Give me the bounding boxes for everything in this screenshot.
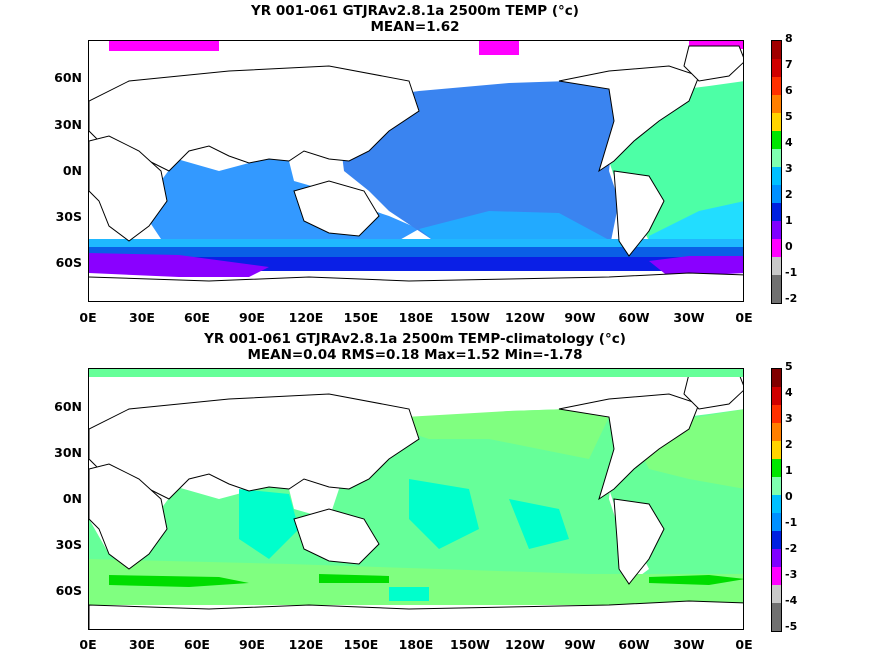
panel1-lon-label: 30E [129,310,155,325]
panel2-cbar-label: 1 [785,464,793,477]
colorbar-cell [772,495,781,513]
panel2-lon-label: 0E [79,637,97,652]
colorbar-cell [772,239,781,257]
panel1-lon-label: 150E [343,310,379,325]
colorbar-cell [772,59,781,77]
colorbar-cell [772,167,781,185]
colorbar-cell [772,549,781,567]
panel2-cbar-label: -4 [785,594,798,607]
panel2-lon-label: 180E [398,637,434,652]
colorbar-cell [772,203,781,221]
panel2-cbar-label: 2 [785,438,793,451]
panel1-lat-30s: 30S [55,209,82,224]
panel2-map [88,368,744,630]
colorbar-cell [772,77,781,95]
panel1-cbar-label: 0 [785,240,793,253]
colorbar-cell [772,441,781,459]
colorbar-cell [772,585,781,603]
panel2-lat-60s: 60S [55,583,82,598]
panel1-lon-label: 90W [564,310,596,325]
colorbar-cell [772,131,781,149]
colorbar-cell [772,95,781,113]
panel2-title-line1: YR 001-061 GTJRAv2.8.1a 2500m TEMP-clima… [204,331,626,347]
panel1-lat-30n: 30N [54,117,82,132]
colorbar-cell [772,459,781,477]
panel1-lon-label: 30W [673,310,705,325]
panel1-lon-label: 120E [288,310,324,325]
panel1-lon-label: 0E [79,310,97,325]
panel2-lat-30n: 30N [54,445,82,460]
colorbar-cell [772,113,781,131]
panel1-lon-label: 60W [618,310,650,325]
colorbar-cell [772,603,781,631]
panel1-map [88,40,744,302]
panel1-title-line1: YR 001-061 GTJRAv2.8.1a 2500m TEMP (°c) [251,3,579,19]
colorbar-cell [772,423,781,441]
panel2-lon-label: 0E [735,637,753,652]
panel2-lon-label: 150E [343,637,379,652]
colorbar-cell [772,221,781,239]
panel1-map-svg [89,41,743,301]
panel2-cbar-label: 5 [785,360,793,373]
panel1-cbar-label: 1 [785,214,793,227]
colorbar-cell [772,513,781,531]
panel2-cbar-label: -2 [785,542,798,555]
panel1-cbar-label: 5 [785,110,793,123]
panel1-lon-label: 180E [398,310,434,325]
panel2-lon-label: 60W [618,637,650,652]
panel1-lon-label: 0E [735,310,753,325]
panel2-cbar-label: -1 [785,516,798,529]
panel1-lat-60s: 60S [55,255,82,270]
panel1-cbar-label: 8 [785,32,793,45]
panel1-title: YR 001-061 GTJRAv2.8.1a 2500m TEMP (°c) … [0,3,830,35]
panel2-map-svg [89,369,743,629]
panel2-lon-label: 150W [450,637,490,652]
colorbar-cell [772,405,781,423]
panel1-lat-0n: 0N [62,163,82,178]
panel1-lon-label: 60E [184,310,210,325]
panel1-cbar-label: -1 [785,266,798,279]
colorbar-cell [772,387,781,405]
panel1-colorbar [771,40,782,304]
panel2-lat-60n: 60N [54,399,82,414]
panel2-colorbar [771,368,782,632]
colorbar-cell [772,149,781,167]
colorbar-cell [772,257,781,275]
panel2-lon-label: 120W [505,637,545,652]
panel2-cbar-label: 0 [785,490,793,503]
panel1-cbar-label: 3 [785,162,793,175]
colorbar-cell [772,567,781,585]
panel2-title-line2: MEAN=0.04 RMS=0.18 Max=1.52 Min=-1.78 [247,347,583,363]
panel2-cbar-label: -5 [785,620,798,633]
panel2-lon-label: 30W [673,637,705,652]
panel2-cbar-label: -3 [785,568,798,581]
panel2-lon-label: 90W [564,637,596,652]
panel1-cbar-label: 4 [785,136,793,149]
panel1-lon-label: 120W [505,310,545,325]
panel1-cbar-label: 2 [785,188,793,201]
panel1-title-line2: MEAN=1.62 [370,19,460,35]
panel1-cbar-label: 7 [785,58,793,71]
panel2-cbar-label: 3 [785,412,793,425]
panel2-lon-label: 60E [184,637,210,652]
panel2-lat-30s: 30S [55,537,82,552]
panel1-cbar-label: 6 [785,84,793,97]
panel2-lon-label: 120E [288,637,324,652]
panel2-lat-0n: 0N [62,491,82,506]
colorbar-cell [772,531,781,549]
panel1-lat-60n: 60N [54,70,82,85]
panel1-lon-label: 150W [450,310,490,325]
colorbar-cell [772,275,781,303]
colorbar-cell [772,477,781,495]
colorbar-cell [772,185,781,203]
colorbar-cell [772,369,781,387]
panel2-lon-label: 30E [129,637,155,652]
panel2-cbar-label: 4 [785,386,793,399]
panel1-lon-label: 90E [239,310,265,325]
panel2-lon-label: 90E [239,637,265,652]
panel2-title: YR 001-061 GTJRAv2.8.1a 2500m TEMP-clima… [0,331,830,363]
colorbar-cell [772,41,781,59]
panel1-cbar-label: -2 [785,292,798,305]
